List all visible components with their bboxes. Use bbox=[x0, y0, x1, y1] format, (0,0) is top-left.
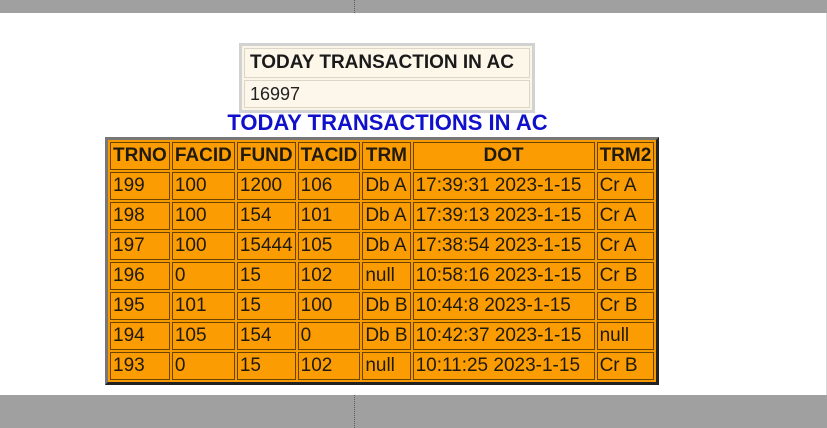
table-header-row: TRNO FACID FUND TACID TRM DOT TRM2 bbox=[110, 142, 655, 170]
column-header-trno: TRNO bbox=[110, 142, 170, 170]
table-row: 198 100 154 101 Db A 17:39:13 2023-1-15 … bbox=[110, 202, 655, 230]
cell-fund: 1200 bbox=[236, 172, 296, 200]
cell-trm: null bbox=[362, 262, 411, 290]
cell-trm: null bbox=[362, 352, 411, 380]
cell-trm2: Cr A bbox=[596, 172, 655, 200]
table-row: 199 100 1200 106 Db A 17:39:31 2023-1-15… bbox=[110, 172, 655, 200]
top-frame-bar bbox=[0, 0, 827, 13]
cell-tacid: 105 bbox=[297, 232, 361, 260]
cell-trno: 198 bbox=[110, 202, 170, 230]
cell-trm: Db B bbox=[362, 292, 411, 320]
cell-trm2: Cr A bbox=[596, 232, 655, 260]
summary-count-value: 16997 bbox=[244, 80, 530, 108]
cell-fund: 15 bbox=[236, 292, 296, 320]
cell-fund: 154 bbox=[236, 322, 296, 350]
cell-dot: 17:39:13 2023-1-15 bbox=[412, 202, 595, 230]
cell-trm2: null bbox=[596, 322, 655, 350]
table-row: 196 0 15 102 null 10:58:16 2023-1-15 Cr … bbox=[110, 262, 655, 290]
cell-facid: 100 bbox=[171, 232, 235, 260]
column-header-trm: TRM bbox=[362, 142, 411, 170]
table-row: 193 0 15 102 null 10:11:25 2023-1-15 Cr … bbox=[110, 352, 655, 380]
cell-facid: 105 bbox=[171, 322, 235, 350]
cell-trm2: Cr B bbox=[596, 292, 655, 320]
cell-trm2: Cr A bbox=[596, 202, 655, 230]
column-header-trm2: TRM2 bbox=[596, 142, 655, 170]
cell-tacid: 102 bbox=[297, 352, 361, 380]
frame-divider[interactable] bbox=[354, 395, 355, 428]
cell-trno: 193 bbox=[110, 352, 170, 380]
summary-heading: TODAY TRANSACTION IN AC bbox=[244, 48, 530, 78]
cell-dot: 17:38:54 2023-1-15 bbox=[412, 232, 595, 260]
cell-trm2: Cr B bbox=[596, 352, 655, 380]
frame-divider[interactable] bbox=[354, 0, 355, 13]
cell-dot: 17:39:31 2023-1-15 bbox=[412, 172, 595, 200]
table-row: 197 100 15444 105 Db A 17:38:54 2023-1-1… bbox=[110, 232, 655, 260]
cell-trm: Db A bbox=[362, 172, 411, 200]
column-header-tacid: TACID bbox=[297, 142, 361, 170]
cell-trno: 195 bbox=[110, 292, 170, 320]
column-header-facid: FACID bbox=[171, 142, 235, 170]
column-header-dot: DOT bbox=[412, 142, 595, 170]
cell-fund: 154 bbox=[236, 202, 296, 230]
cell-tacid: 0 bbox=[297, 322, 361, 350]
cell-trno: 199 bbox=[110, 172, 170, 200]
transactions-section-title: TODAY TRANSACTIONS IN AC bbox=[227, 110, 548, 135]
cell-tacid: 100 bbox=[297, 292, 361, 320]
cell-facid: 100 bbox=[171, 202, 235, 230]
cell-facid: 100 bbox=[171, 172, 235, 200]
cell-trno: 194 bbox=[110, 322, 170, 350]
column-header-fund: FUND bbox=[236, 142, 296, 170]
cell-fund: 15 bbox=[236, 352, 296, 380]
table-row: 194 105 154 0 Db B 10:42:37 2023-1-15 nu… bbox=[110, 322, 655, 350]
bottom-frame-bar bbox=[0, 395, 827, 428]
cell-trno: 197 bbox=[110, 232, 170, 260]
cell-dot: 10:44:8 2023-1-15 bbox=[412, 292, 595, 320]
cell-dot: 10:58:16 2023-1-15 bbox=[412, 262, 595, 290]
cell-tacid: 102 bbox=[297, 262, 361, 290]
cell-facid: 0 bbox=[171, 262, 235, 290]
cell-fund: 15444 bbox=[236, 232, 296, 260]
table-row: 195 101 15 100 Db B 10:44:8 2023-1-15 Cr… bbox=[110, 292, 655, 320]
cell-facid: 0 bbox=[171, 352, 235, 380]
transactions-table: TRNO FACID FUND TACID TRM DOT TRM2 199 1… bbox=[105, 137, 660, 385]
cell-trm: Db B bbox=[362, 322, 411, 350]
cell-trno: 196 bbox=[110, 262, 170, 290]
cell-dot: 10:42:37 2023-1-15 bbox=[412, 322, 595, 350]
cell-tacid: 101 bbox=[297, 202, 361, 230]
cell-fund: 15 bbox=[236, 262, 296, 290]
cell-trm: Db A bbox=[362, 232, 411, 260]
cell-dot: 10:11:25 2023-1-15 bbox=[412, 352, 595, 380]
cell-facid: 101 bbox=[171, 292, 235, 320]
today-transaction-summary: TODAY TRANSACTION IN AC 16997 bbox=[239, 43, 535, 113]
cell-tacid: 106 bbox=[297, 172, 361, 200]
cell-trm2: Cr B bbox=[596, 262, 655, 290]
cell-trm: Db A bbox=[362, 202, 411, 230]
